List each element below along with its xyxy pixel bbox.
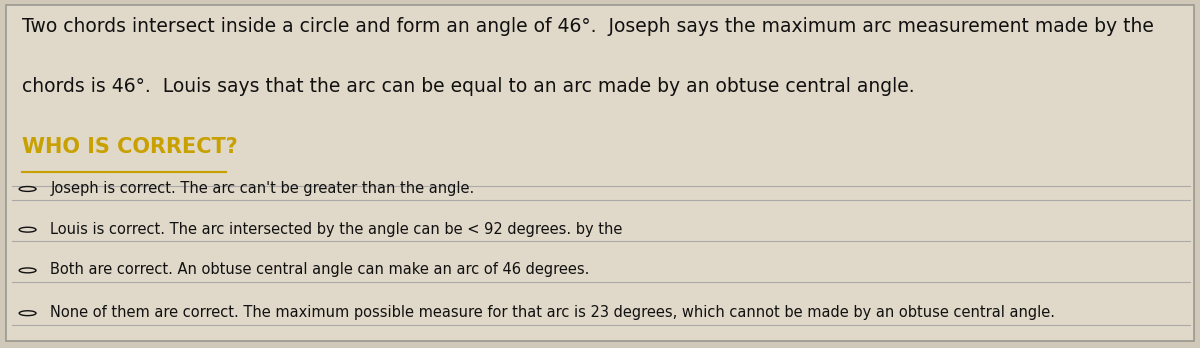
Text: WHO IS CORRECT?: WHO IS CORRECT? xyxy=(22,137,238,157)
Text: Two chords intersect inside a circle and form an angle of 46°.  Joseph says the : Two chords intersect inside a circle and… xyxy=(22,17,1153,37)
Text: None of them are correct. The maximum possible measure for that arc is 23 degree: None of them are correct. The maximum po… xyxy=(50,305,1056,320)
Text: Both are correct. An obtuse central angle can make an arc of 46 degrees.: Both are correct. An obtuse central angl… xyxy=(50,262,589,277)
Text: Louis is correct. The arc intersected by the angle can be < 92 degrees. by the: Louis is correct. The arc intersected by… xyxy=(50,222,623,237)
FancyBboxPatch shape xyxy=(6,5,1194,341)
Text: chords is 46°.  Louis says that the arc can be equal to an arc made by an obtuse: chords is 46°. Louis says that the arc c… xyxy=(22,77,914,96)
Text: Joseph is correct. The arc can't be greater than the angle.: Joseph is correct. The arc can't be grea… xyxy=(50,181,475,196)
